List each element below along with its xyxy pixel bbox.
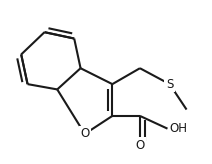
Text: O: O (135, 139, 145, 152)
Text: S: S (166, 78, 173, 91)
Text: OH: OH (170, 122, 188, 135)
Text: O: O (80, 127, 89, 140)
